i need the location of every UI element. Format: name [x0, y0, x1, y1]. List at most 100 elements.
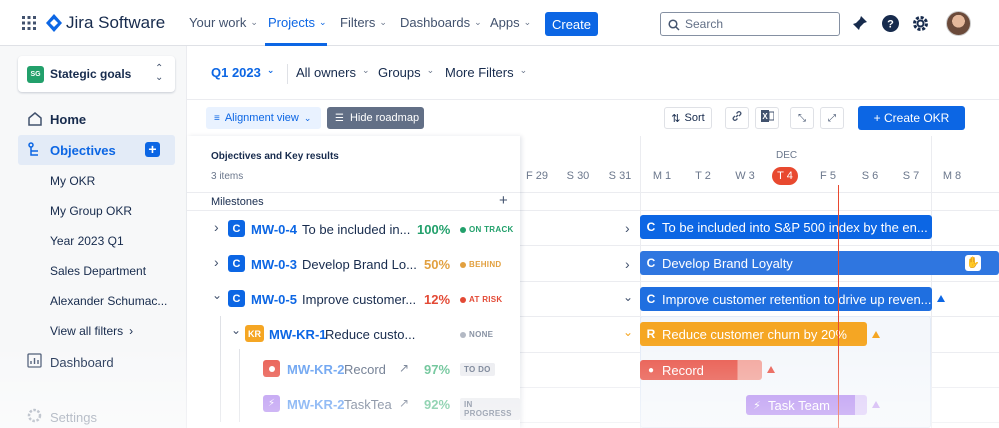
add-milestone-button[interactable]: + [499, 192, 508, 209]
chevron-right-icon[interactable]: › [625, 256, 630, 272]
more-filters-label: More Filters [445, 65, 514, 80]
status-label: IN PROGRESS [464, 400, 512, 418]
chevron-down-icon[interactable]: ⌄ [623, 325, 634, 339]
okr-title[interactable]: Record [344, 362, 386, 377]
space-selector[interactable]: SG Stategic goals ⌃ ⌄ [18, 56, 175, 92]
okr-key[interactable]: MW-KR-1 [269, 327, 327, 342]
create-button[interactable]: Create [545, 12, 598, 36]
external-link-icon[interactable]: ↗ [399, 361, 410, 375]
help-icon[interactable]: ? [882, 15, 899, 37]
sidebar-item-settings[interactable]: Settings [50, 410, 97, 425]
nav-apps[interactable]: Apps ⌄ [490, 15, 531, 30]
okr-title[interactable]: Reduce custo... [325, 327, 416, 342]
okr-row[interactable]: MW-KR-2 Record ↗ 97% TO DO [187, 352, 520, 386]
okr-panel: Objectives and Key results 3 items Miles… [187, 136, 520, 428]
okr-progress: 97% [424, 362, 451, 377]
product-name[interactable]: Jira Software [66, 13, 166, 32]
quarter-filter[interactable]: Q1 2023 ⌄ [211, 65, 274, 80]
sidebar-item-sales-department[interactable]: Sales Department [50, 264, 147, 278]
timeline-bar-mw-0-5[interactable]: C Improve customer retention to drive up … [640, 287, 932, 311]
collapse-button[interactable]: ⤢ [820, 107, 844, 129]
expand-button[interactable]: ⤡ [790, 107, 814, 129]
search-input[interactable]: Search [685, 17, 724, 31]
okr-row[interactable]: › C MW-0-4 To be included in... 100% ON … [187, 212, 520, 246]
sidebar: SG Stategic goals ⌃ ⌄ Home Objectives + M… [0, 46, 187, 428]
link-icon [731, 109, 743, 127]
hide-roadmap-button[interactable]: ☰ Hide roadmap [327, 107, 424, 129]
bar-label: Develop Brand Loyalty [662, 255, 793, 271]
alignment-view-button[interactable]: ≡ Alignment view ⌄ [206, 107, 321, 129]
okr-key[interactable]: MW-0-3 [251, 257, 297, 272]
timeline-bar-mw-0-4[interactable]: C To be included into S&P 500 index by th… [640, 215, 932, 239]
sort-label: Sort [684, 112, 705, 124]
chevron-down-icon[interactable]: ⌄ [212, 288, 223, 302]
sidebar-item-alexander[interactable]: Alexander Schumac... [50, 294, 168, 308]
okr-row[interactable]: ⚡ MW-KR-2 TaskTea ↗ 92% IN PROGRESS [187, 387, 520, 421]
settings-gear-icon[interactable] [912, 15, 929, 37]
sidebar-item-my-group-okr[interactable]: My Group OKR [50, 204, 133, 218]
sort-button[interactable]: ⇅ Sort [664, 107, 712, 129]
nav-projects[interactable]: Projects ⌄ [268, 15, 327, 30]
avatar[interactable] [946, 11, 971, 36]
nav-your-work[interactable]: Your work ⌄ [189, 15, 258, 30]
okr-title[interactable]: Improve customer... [302, 292, 417, 307]
sidebar-item-my-okr[interactable]: My OKR [50, 174, 96, 188]
okr-progress: 100% [417, 222, 451, 237]
owners-filter[interactable]: All owners ⌄ [296, 65, 370, 80]
okr-key[interactable]: MW-KR-2 [287, 362, 345, 377]
chevron-down-icon: ⌄ [523, 17, 532, 27]
day-label: S 6 [861, 170, 879, 182]
sidebar-item-dashboard[interactable]: Dashboard [50, 355, 114, 370]
create-okr-button[interactable]: + Create OKR [858, 106, 965, 130]
okr-key[interactable]: MW-0-5 [251, 292, 297, 307]
bar-label: Record [662, 362, 704, 378]
today-line [838, 185, 839, 428]
jira-logo-icon[interactable] [46, 14, 62, 37]
chevron-right-icon[interactable]: › [214, 219, 219, 235]
okr-title[interactable]: Develop Brand Lo... [302, 257, 417, 272]
chevron-right-icon[interactable]: › [625, 220, 630, 236]
okr-row[interactable]: ⌄ C MW-0-5 Improve customer... 12% AT RI… [187, 282, 520, 316]
bar-label: To be included into S&P 500 index by the… [662, 219, 928, 235]
sidebar-item-home[interactable]: Home [50, 112, 87, 127]
chevron-down-icon[interactable]: ⌄ [231, 323, 242, 337]
app-switcher-icon[interactable] [22, 16, 36, 30]
okr-key[interactable]: MW-KR-2 [287, 397, 345, 412]
day-label: T 2 [695, 170, 711, 182]
settings-icon [27, 408, 42, 428]
nav-dashboards[interactable]: Dashboards ⌄ [400, 15, 482, 30]
add-objective-button[interactable]: + [145, 142, 160, 157]
okr-key[interactable]: MW-0-4 [251, 222, 297, 237]
chevron-right-icon[interactable]: › [214, 254, 219, 270]
okr-row[interactable]: › C MW-0-3 Develop Brand Lo... 50% BEHIN… [187, 247, 520, 281]
okr-progress: 50% [424, 257, 451, 272]
external-link-icon[interactable]: ↗ [399, 396, 410, 410]
more-filters[interactable]: More Filters ⌄ [445, 65, 527, 80]
home-icon [27, 111, 43, 132]
timeline-bar-mw-kr-1[interactable]: R Reduce customer churn by 20% [640, 322, 867, 346]
search-box[interactable]: Search [660, 12, 840, 36]
status-lozenge: IN PROGRESS [460, 398, 520, 420]
view-all-filters-link[interactable]: View all filters › [50, 324, 133, 338]
sidebar-item-year-2023-q1[interactable]: Year 2023 Q1 [50, 234, 124, 248]
notifications-icon[interactable] [852, 15, 868, 36]
bar-label: Reduce customer churn by 20% [662, 326, 847, 342]
groups-filter[interactable]: Groups ⌄ [378, 65, 434, 80]
nav-filters[interactable]: Filters ⌄ [340, 15, 387, 30]
timeline-bar-task-team[interactable]: ⚡ Task Team [746, 395, 867, 415]
link-button[interactable] [725, 107, 749, 129]
sidebar-item-objectives[interactable]: Objectives + [18, 135, 175, 165]
okr-title[interactable]: TaskTea [344, 397, 392, 412]
status-badge: BEHIND [460, 260, 501, 269]
okr-title[interactable]: To be included in... [302, 222, 411, 237]
timeline-bar-record[interactable]: ● Record [640, 360, 762, 380]
row-divider [187, 352, 999, 353]
okr-row[interactable]: ⌄ KR MW-KR-1 Reduce custo... NONE [187, 317, 520, 351]
timeline-bar-mw-0-3[interactable]: C Develop Brand Loyalty [640, 251, 999, 275]
export-excel-button[interactable]: X [755, 107, 779, 129]
chevron-down-icon: ⌄ [318, 17, 327, 27]
drag-hand-icon[interactable]: ✋ [965, 255, 981, 271]
chevron-down-icon[interactable]: ⌄ [623, 290, 634, 304]
today-marker[interactable]: T 4 [772, 167, 798, 185]
panel-divider [187, 210, 520, 211]
